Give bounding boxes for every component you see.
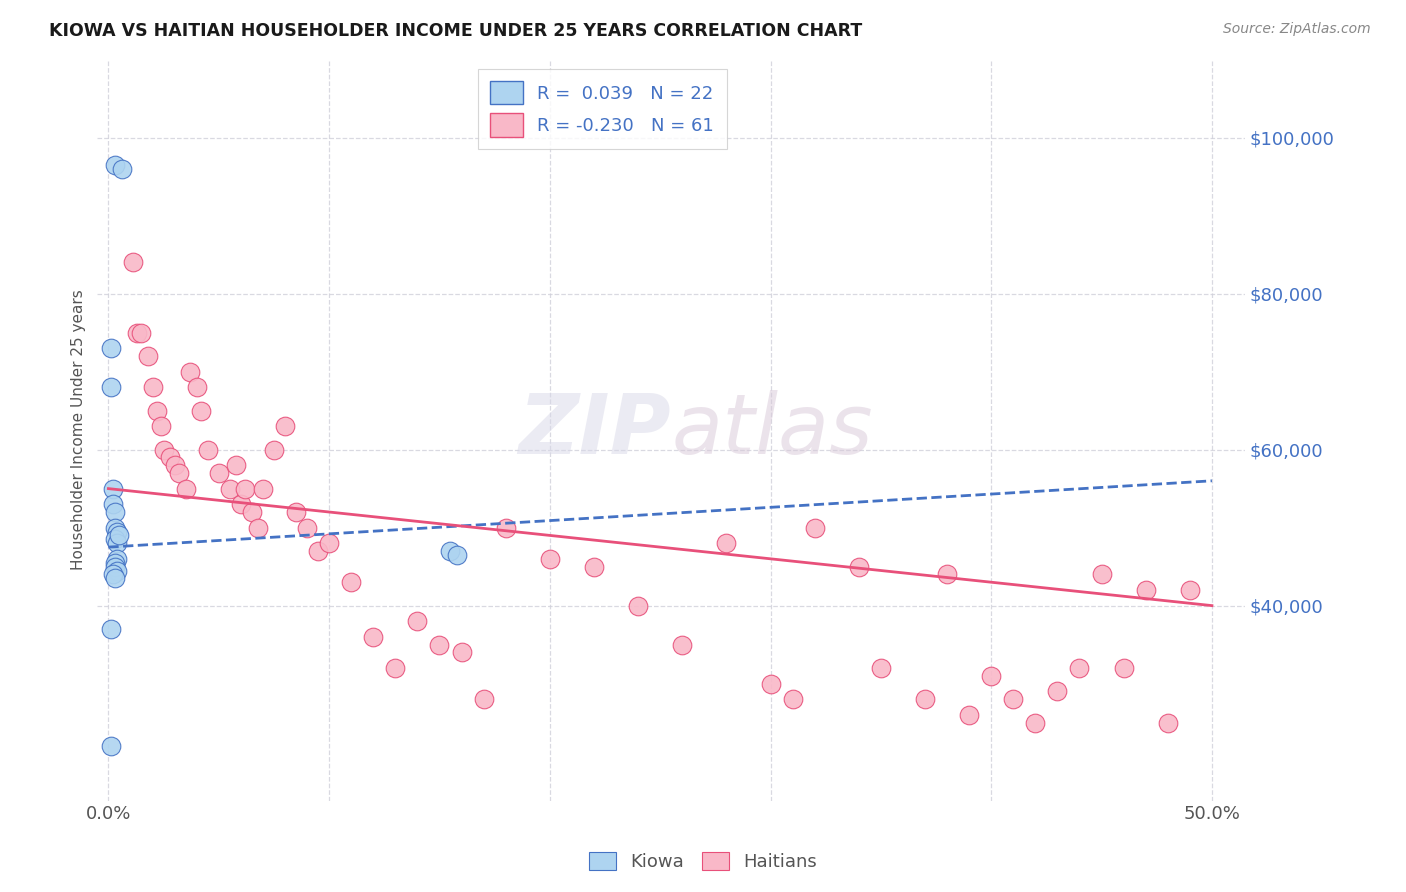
Point — [495, 520, 517, 534]
Point — [125, 326, 148, 340]
Point — [174, 482, 197, 496]
Point — [671, 638, 693, 652]
Point — [274, 419, 297, 434]
Point — [100, 622, 122, 636]
Point — [104, 533, 127, 547]
Point — [869, 661, 891, 675]
Point — [472, 692, 495, 706]
Legend: Kiowa, Haitians: Kiowa, Haitians — [582, 845, 824, 879]
Y-axis label: Householder Income Under 25 years: Householder Income Under 25 years — [72, 290, 86, 571]
Point — [450, 645, 472, 659]
Point — [803, 520, 825, 534]
Point — [146, 403, 169, 417]
Point — [233, 482, 256, 496]
Point — [218, 482, 240, 496]
Point — [131, 326, 153, 340]
Point — [179, 365, 201, 379]
Point — [163, 458, 186, 473]
Point — [240, 505, 263, 519]
Point — [104, 559, 127, 574]
Point — [627, 599, 650, 613]
Point — [295, 520, 318, 534]
Point — [108, 528, 131, 542]
Point — [307, 544, 329, 558]
Point — [384, 661, 406, 675]
Point — [1090, 567, 1112, 582]
Point — [1112, 661, 1135, 675]
Point — [105, 536, 128, 550]
Point — [782, 692, 804, 706]
Point — [848, 559, 870, 574]
Point — [100, 380, 122, 394]
Point — [105, 524, 128, 539]
Point — [197, 442, 219, 457]
Point — [104, 520, 127, 534]
Text: KIOWA VS HAITIAN HOUSEHOLDER INCOME UNDER 25 YEARS CORRELATION CHART: KIOWA VS HAITIAN HOUSEHOLDER INCOME UNDE… — [49, 22, 862, 40]
Point — [582, 559, 605, 574]
Point — [186, 380, 208, 394]
Point — [152, 442, 174, 457]
Point — [1069, 661, 1091, 675]
Point — [1157, 715, 1180, 730]
Point — [285, 505, 308, 519]
Point — [104, 158, 127, 172]
Point — [914, 692, 936, 706]
Text: ZIP: ZIP — [519, 390, 671, 471]
Point — [247, 520, 270, 534]
Point — [1002, 692, 1025, 706]
Point — [100, 739, 122, 753]
Point — [225, 458, 247, 473]
Point — [111, 161, 134, 176]
Point — [361, 630, 384, 644]
Point — [980, 669, 1002, 683]
Point — [538, 551, 561, 566]
Point — [121, 255, 143, 269]
Point — [957, 707, 980, 722]
Point — [136, 349, 159, 363]
Point — [104, 556, 127, 570]
Point — [104, 505, 127, 519]
Point — [439, 544, 461, 558]
Text: atlas: atlas — [671, 390, 873, 471]
Point — [936, 567, 959, 582]
Point — [252, 482, 274, 496]
Point — [101, 497, 124, 511]
Point — [446, 548, 468, 562]
Point — [100, 341, 122, 355]
Point — [190, 403, 212, 417]
Point — [759, 676, 782, 690]
Point — [229, 497, 252, 511]
Point — [1135, 582, 1157, 597]
Point — [101, 482, 124, 496]
Legend: R =  0.039   N = 22, R = -0.230   N = 61: R = 0.039 N = 22, R = -0.230 N = 61 — [478, 69, 727, 149]
Point — [318, 536, 340, 550]
Point — [141, 380, 163, 394]
Point — [406, 614, 429, 628]
Point — [150, 419, 173, 434]
Point — [101, 567, 124, 582]
Point — [159, 450, 181, 465]
Text: Source: ZipAtlas.com: Source: ZipAtlas.com — [1223, 22, 1371, 37]
Point — [105, 551, 128, 566]
Point — [104, 571, 127, 585]
Point — [208, 466, 231, 480]
Point — [1178, 582, 1201, 597]
Point — [716, 536, 738, 550]
Point — [1024, 715, 1046, 730]
Point — [429, 638, 451, 652]
Point — [167, 466, 190, 480]
Point — [340, 575, 363, 590]
Point — [105, 564, 128, 578]
Point — [1046, 684, 1069, 698]
Point — [263, 442, 285, 457]
